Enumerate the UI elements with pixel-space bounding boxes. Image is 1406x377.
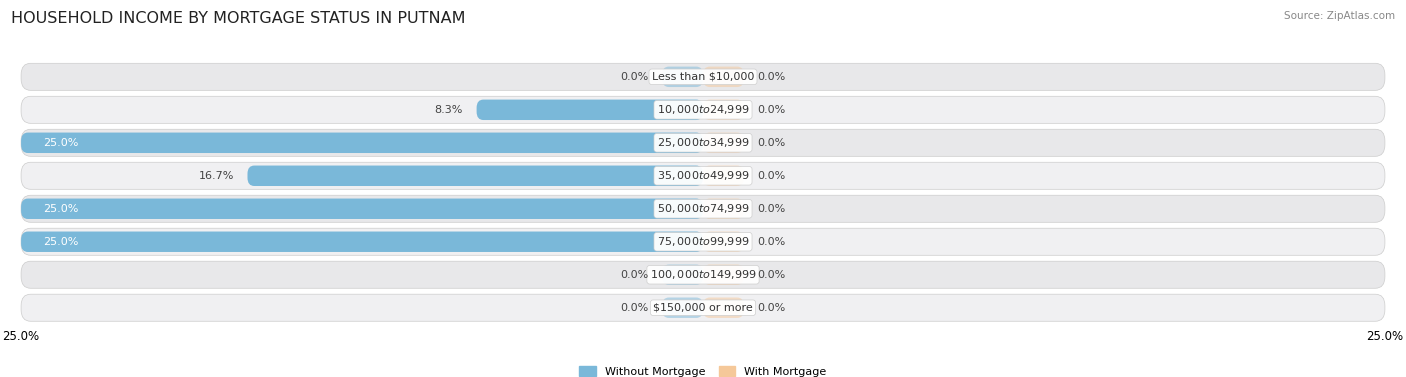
FancyBboxPatch shape [703, 100, 744, 120]
FancyBboxPatch shape [21, 195, 1385, 222]
FancyBboxPatch shape [21, 129, 1385, 156]
FancyBboxPatch shape [21, 294, 1385, 321]
FancyBboxPatch shape [703, 297, 744, 318]
FancyBboxPatch shape [21, 133, 703, 153]
FancyBboxPatch shape [21, 199, 703, 219]
Text: 0.0%: 0.0% [758, 204, 786, 214]
FancyBboxPatch shape [477, 100, 703, 120]
Text: 25.0%: 25.0% [44, 237, 79, 247]
Text: 0.0%: 0.0% [758, 171, 786, 181]
FancyBboxPatch shape [703, 133, 744, 153]
Text: 0.0%: 0.0% [620, 72, 648, 82]
Text: $75,000 to $99,999: $75,000 to $99,999 [657, 235, 749, 248]
Text: 25.0%: 25.0% [44, 204, 79, 214]
FancyBboxPatch shape [703, 67, 744, 87]
Text: 0.0%: 0.0% [758, 105, 786, 115]
Text: 8.3%: 8.3% [434, 105, 463, 115]
Text: $10,000 to $24,999: $10,000 to $24,999 [657, 103, 749, 116]
FancyBboxPatch shape [703, 166, 744, 186]
FancyBboxPatch shape [21, 261, 1385, 288]
FancyBboxPatch shape [247, 166, 703, 186]
FancyBboxPatch shape [21, 96, 1385, 123]
Text: Source: ZipAtlas.com: Source: ZipAtlas.com [1284, 11, 1395, 21]
FancyBboxPatch shape [662, 297, 703, 318]
FancyBboxPatch shape [703, 199, 744, 219]
Text: 16.7%: 16.7% [198, 171, 233, 181]
FancyBboxPatch shape [662, 265, 703, 285]
FancyBboxPatch shape [21, 162, 1385, 189]
Text: $50,000 to $74,999: $50,000 to $74,999 [657, 202, 749, 215]
Text: 0.0%: 0.0% [758, 303, 786, 313]
FancyBboxPatch shape [21, 63, 1385, 90]
Text: $25,000 to $34,999: $25,000 to $34,999 [657, 136, 749, 149]
Text: 25.0%: 25.0% [44, 138, 79, 148]
FancyBboxPatch shape [21, 231, 703, 252]
FancyBboxPatch shape [703, 231, 744, 252]
Text: $35,000 to $49,999: $35,000 to $49,999 [657, 169, 749, 182]
Text: 0.0%: 0.0% [620, 270, 648, 280]
Text: HOUSEHOLD INCOME BY MORTGAGE STATUS IN PUTNAM: HOUSEHOLD INCOME BY MORTGAGE STATUS IN P… [11, 11, 465, 26]
Text: 0.0%: 0.0% [758, 270, 786, 280]
Text: 0.0%: 0.0% [758, 138, 786, 148]
FancyBboxPatch shape [21, 228, 1385, 255]
Text: 0.0%: 0.0% [758, 237, 786, 247]
Text: Less than $10,000: Less than $10,000 [652, 72, 754, 82]
Text: 0.0%: 0.0% [758, 72, 786, 82]
Text: $100,000 to $149,999: $100,000 to $149,999 [650, 268, 756, 281]
FancyBboxPatch shape [703, 265, 744, 285]
Text: $150,000 or more: $150,000 or more [654, 303, 752, 313]
Text: 0.0%: 0.0% [620, 303, 648, 313]
FancyBboxPatch shape [662, 67, 703, 87]
Legend: Without Mortgage, With Mortgage: Without Mortgage, With Mortgage [579, 366, 827, 377]
